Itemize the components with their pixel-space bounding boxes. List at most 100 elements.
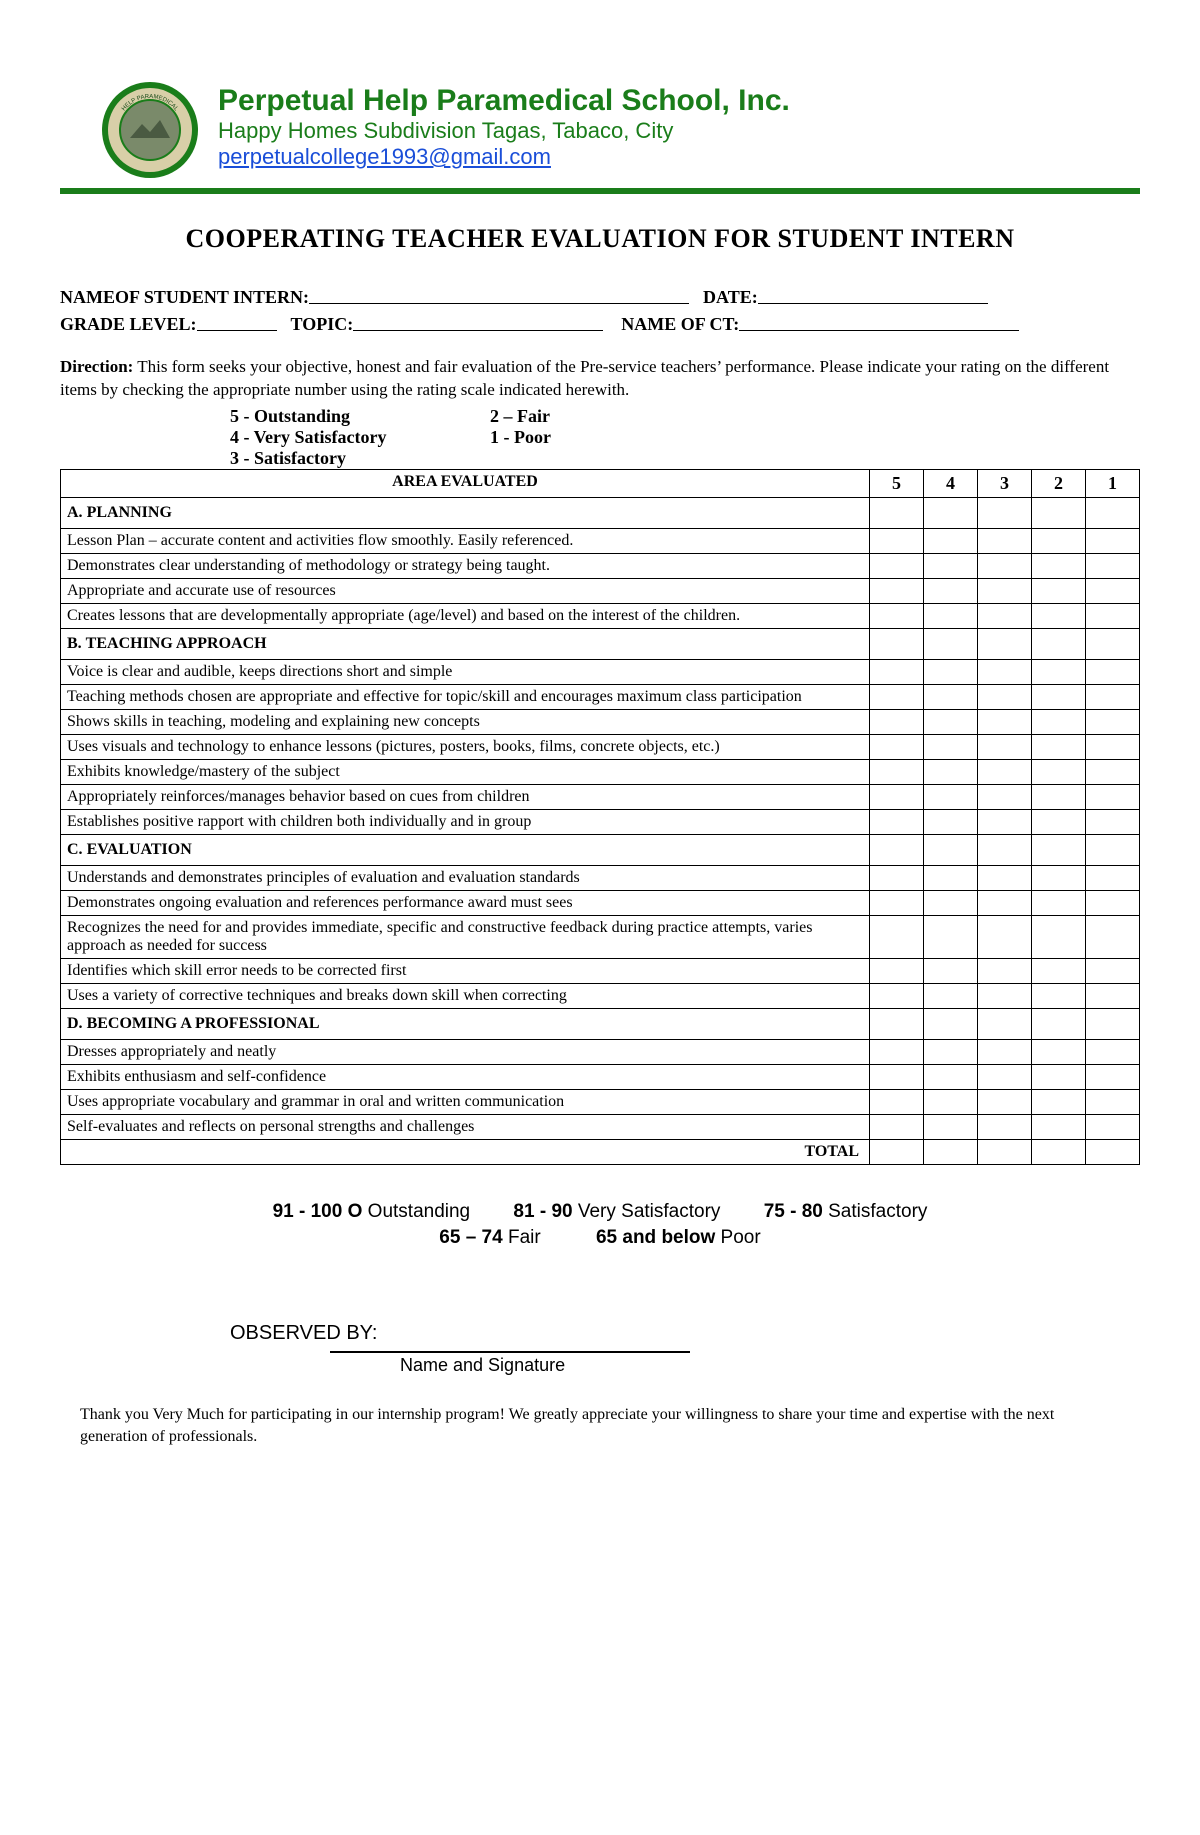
rating-cell[interactable]	[924, 528, 978, 553]
rating-cell[interactable]	[1032, 528, 1086, 553]
rating-cell[interactable]	[1032, 709, 1086, 734]
rating-cell[interactable]	[924, 915, 978, 958]
rating-cell[interactable]	[978, 983, 1032, 1008]
rating-cell[interactable]	[870, 603, 924, 628]
rating-cell[interactable]	[1086, 578, 1140, 603]
rating-cell[interactable]	[924, 1114, 978, 1139]
total-cell[interactable]	[1086, 1139, 1140, 1164]
rating-cell[interactable]	[1032, 809, 1086, 834]
rating-cell[interactable]	[1032, 1089, 1086, 1114]
rating-cell[interactable]	[870, 809, 924, 834]
rating-cell[interactable]	[1086, 890, 1140, 915]
rating-cell[interactable]	[978, 915, 1032, 958]
rating-cell[interactable]	[1086, 553, 1140, 578]
rating-cell[interactable]	[978, 553, 1032, 578]
rating-cell[interactable]	[1086, 834, 1140, 865]
total-cell[interactable]	[870, 1139, 924, 1164]
rating-cell[interactable]	[1032, 759, 1086, 784]
rating-cell[interactable]	[1086, 1089, 1140, 1114]
rating-cell[interactable]	[978, 603, 1032, 628]
rating-cell[interactable]	[1086, 1064, 1140, 1089]
rating-cell[interactable]	[978, 759, 1032, 784]
rating-cell[interactable]	[978, 734, 1032, 759]
rating-cell[interactable]	[924, 1064, 978, 1089]
rating-cell[interactable]	[1086, 734, 1140, 759]
rating-cell[interactable]	[924, 659, 978, 684]
rating-cell[interactable]	[1032, 628, 1086, 659]
rating-cell[interactable]	[924, 809, 978, 834]
rating-cell[interactable]	[1032, 553, 1086, 578]
rating-cell[interactable]	[924, 734, 978, 759]
rating-cell[interactable]	[870, 628, 924, 659]
rating-cell[interactable]	[924, 553, 978, 578]
rating-cell[interactable]	[924, 784, 978, 809]
rating-cell[interactable]	[1032, 890, 1086, 915]
grade-blank[interactable]	[197, 311, 277, 331]
topic-blank[interactable]	[353, 311, 603, 331]
rating-cell[interactable]	[978, 497, 1032, 528]
rating-cell[interactable]	[1032, 1039, 1086, 1064]
rating-cell[interactable]	[978, 1089, 1032, 1114]
rating-cell[interactable]	[978, 958, 1032, 983]
rating-cell[interactable]	[978, 659, 1032, 684]
rating-cell[interactable]	[870, 834, 924, 865]
rating-cell[interactable]	[1086, 603, 1140, 628]
rating-cell[interactable]	[924, 865, 978, 890]
rating-cell[interactable]	[1086, 1008, 1140, 1039]
rating-cell[interactable]	[924, 603, 978, 628]
rating-cell[interactable]	[1032, 603, 1086, 628]
rating-cell[interactable]	[924, 890, 978, 915]
rating-cell[interactable]	[870, 734, 924, 759]
rating-cell[interactable]	[978, 1064, 1032, 1089]
rating-cell[interactable]	[1086, 1039, 1140, 1064]
rating-cell[interactable]	[1032, 734, 1086, 759]
rating-cell[interactable]	[870, 1039, 924, 1064]
date-blank[interactable]	[758, 284, 988, 304]
rating-cell[interactable]	[1032, 1008, 1086, 1039]
rating-cell[interactable]	[924, 1089, 978, 1114]
rating-cell[interactable]	[1086, 784, 1140, 809]
rating-cell[interactable]	[978, 865, 1032, 890]
rating-cell[interactable]	[1086, 759, 1140, 784]
rating-cell[interactable]	[1032, 983, 1086, 1008]
rating-cell[interactable]	[1032, 958, 1086, 983]
rating-cell[interactable]	[870, 1114, 924, 1139]
rating-cell[interactable]	[924, 1008, 978, 1039]
rating-cell[interactable]	[870, 1008, 924, 1039]
rating-cell[interactable]	[1086, 983, 1140, 1008]
rating-cell[interactable]	[924, 834, 978, 865]
total-cell[interactable]	[1032, 1139, 1086, 1164]
total-cell[interactable]	[978, 1139, 1032, 1164]
rating-cell[interactable]	[924, 958, 978, 983]
rating-cell[interactable]	[978, 1114, 1032, 1139]
rating-cell[interactable]	[1032, 834, 1086, 865]
rating-cell[interactable]	[870, 983, 924, 1008]
rating-cell[interactable]	[978, 528, 1032, 553]
rating-cell[interactable]	[978, 578, 1032, 603]
rating-cell[interactable]	[924, 709, 978, 734]
rating-cell[interactable]	[1086, 628, 1140, 659]
rating-cell[interactable]	[870, 528, 924, 553]
rating-cell[interactable]	[1032, 784, 1086, 809]
rating-cell[interactable]	[870, 759, 924, 784]
rating-cell[interactable]	[1086, 1114, 1140, 1139]
rating-cell[interactable]	[978, 684, 1032, 709]
rating-cell[interactable]	[978, 1008, 1032, 1039]
rating-cell[interactable]	[1032, 684, 1086, 709]
rating-cell[interactable]	[870, 1089, 924, 1114]
rating-cell[interactable]	[870, 709, 924, 734]
rating-cell[interactable]	[1032, 1064, 1086, 1089]
rating-cell[interactable]	[870, 784, 924, 809]
rating-cell[interactable]	[1086, 709, 1140, 734]
rating-cell[interactable]	[1086, 915, 1140, 958]
rating-cell[interactable]	[924, 497, 978, 528]
rating-cell[interactable]	[924, 759, 978, 784]
rating-cell[interactable]	[978, 709, 1032, 734]
rating-cell[interactable]	[870, 553, 924, 578]
rating-cell[interactable]	[1032, 497, 1086, 528]
rating-cell[interactable]	[978, 834, 1032, 865]
signature-line[interactable]	[330, 1351, 690, 1353]
rating-cell[interactable]	[924, 684, 978, 709]
ct-blank[interactable]	[739, 311, 1019, 331]
rating-cell[interactable]	[978, 628, 1032, 659]
